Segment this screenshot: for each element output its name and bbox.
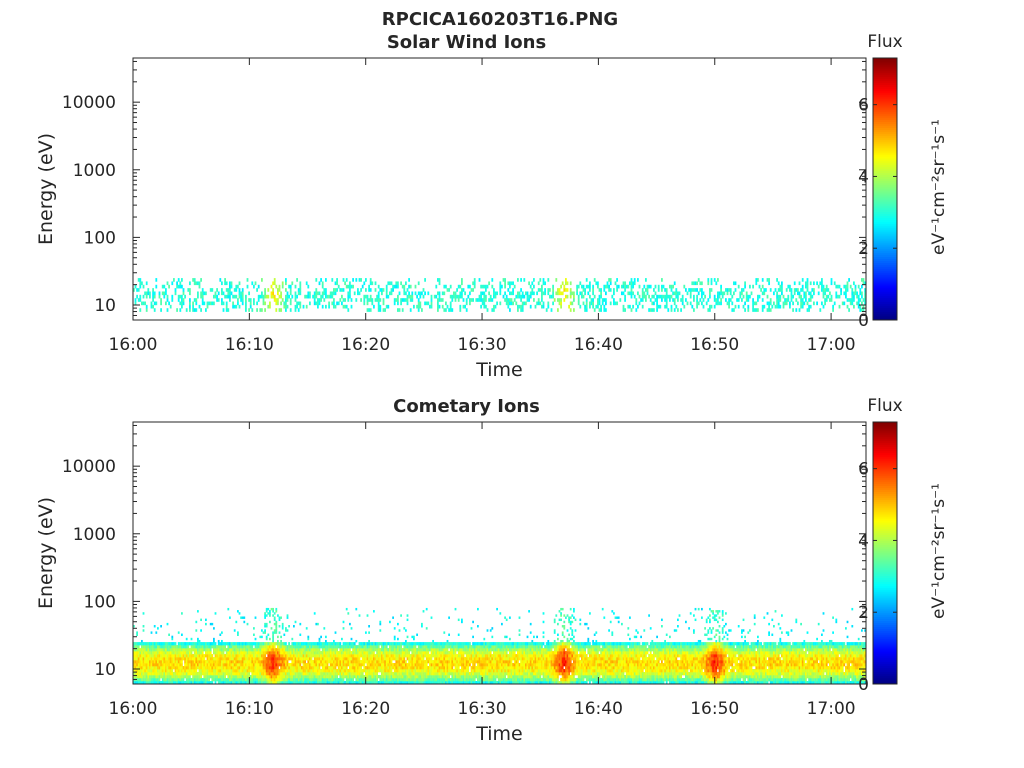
colorbar-tick-label: 4 [858, 167, 869, 187]
panel-title: Cometary Ions [393, 396, 540, 417]
plot-frame [132, 57, 867, 321]
colorbar-tick-label: 2 [858, 239, 869, 259]
x-tick-label: 16:20 [341, 699, 390, 719]
colorbar: 0 2 4 6 Flux eV⁻¹cm⁻²sr⁻¹s⁻¹ [858, 396, 949, 695]
figure-title: RPCICA160203T16.PNG [382, 9, 618, 30]
colorbar-title: Flux [867, 396, 902, 416]
y-tick-label: 10000 [62, 457, 116, 477]
x-axis-label: Time [475, 723, 523, 745]
y-tick-label: 100 [84, 228, 116, 248]
y-tick-label: 1000 [73, 161, 116, 181]
x-tick-label: 16:50 [690, 699, 739, 719]
colorbar-tick-label: 2 [858, 603, 869, 623]
x-tick-label: 16:20 [341, 335, 390, 355]
y-tick-label: 10 [94, 296, 116, 316]
colorbar-frame [872, 57, 898, 321]
y-tick-label: 10 [94, 660, 116, 680]
y-axis-label: Energy (eV) [35, 133, 57, 245]
colorbar: 0 2 4 6 Flux eV⁻¹cm⁻²sr⁻¹s⁻¹ [858, 32, 949, 331]
x-tick-label: 16:50 [690, 335, 739, 355]
panel-title: Solar Wind Ions [387, 32, 546, 53]
spectrogram-cells [133, 278, 866, 312]
y-axis-label: Energy (eV) [35, 497, 57, 609]
x-tick-label: 16:40 [574, 699, 623, 719]
colorbar-unit-label: eV⁻¹cm⁻²sr⁻¹s⁻¹ [929, 119, 949, 255]
panel-solar-wind-ions: Solar Wind Ions 16:00 16:10 16:20 16:30 16:40… [35, 32, 949, 381]
plot-frame [132, 421, 867, 685]
x-tick-label: 16:00 [109, 335, 158, 355]
y-tick-label: 100 [84, 592, 116, 612]
colorbar-tick-label: 6 [858, 460, 869, 480]
y-tick-label: 1000 [73, 525, 116, 545]
colorbar-tick-label: 4 [858, 531, 869, 551]
x-tick-label: 16:10 [225, 335, 274, 355]
x-tick-label: 16:10 [225, 699, 274, 719]
panel-cometary-ions: Cometary Ions 16:00 16:10 16:20 16:30 16:40 16… [35, 396, 949, 745]
colorbar-tick-label: 6 [858, 96, 869, 116]
y-tick-label: 10000 [62, 93, 116, 113]
panels: Solar Wind Ions 16:00 16:10 16:20 16:30 16:40… [35, 32, 949, 745]
x-tick-label: 16:30 [458, 699, 507, 719]
colorbar-frame [872, 421, 898, 685]
colorbar-unit-label: eV⁻¹cm⁻²sr⁻¹s⁻¹ [929, 483, 949, 619]
x-tick-label: 16:30 [458, 335, 507, 355]
x-tick-label: 17:00 [807, 699, 856, 719]
colorbar-title: Flux [867, 32, 902, 52]
colorbar-tick-label: 0 [858, 311, 869, 331]
x-axis-label: Time [475, 359, 523, 381]
x-tick-label: 16:00 [109, 699, 158, 719]
spectrogram-cells [133, 607, 866, 684]
x-tick-label: 17:00 [807, 335, 856, 355]
colorbar-tick-label: 0 [858, 675, 869, 695]
x-tick-label: 16:40 [574, 335, 623, 355]
